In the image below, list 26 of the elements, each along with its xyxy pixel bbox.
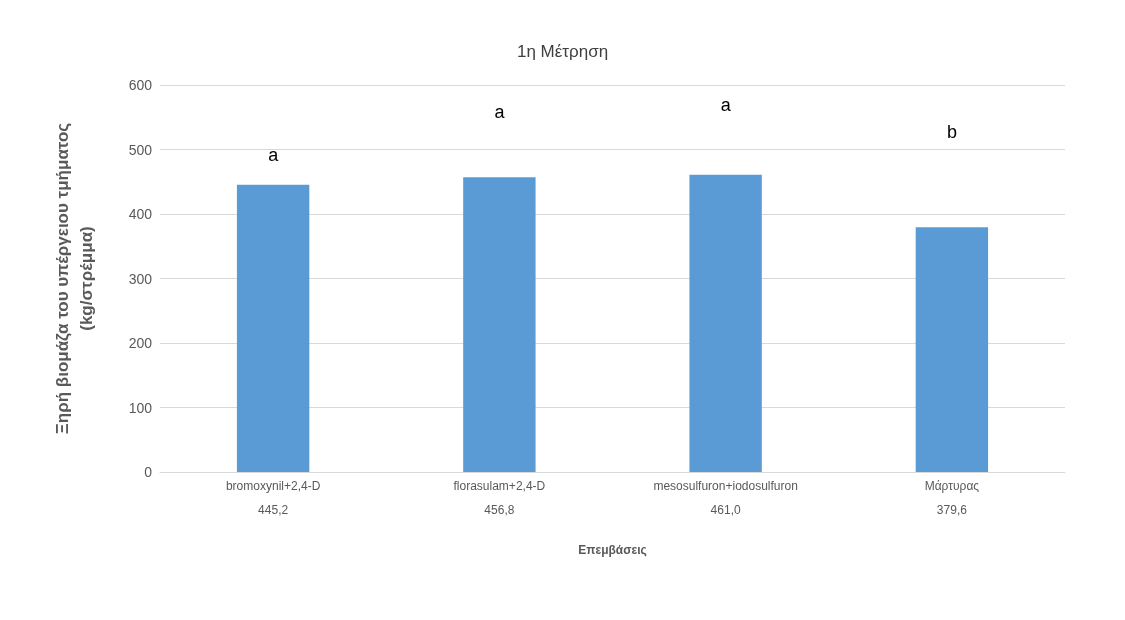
y-tick-label: 400 bbox=[128, 206, 153, 222]
data-label: 456,8 bbox=[484, 503, 515, 517]
data-label: 379,6 bbox=[936, 503, 968, 517]
y-tick-label: 600 bbox=[128, 77, 153, 93]
annotation: a bbox=[268, 144, 280, 165]
y-tick-label: 200 bbox=[128, 335, 153, 351]
y-tick-label: 100 bbox=[128, 399, 153, 416]
y-tick-label: 300 bbox=[128, 270, 153, 287]
bar bbox=[689, 174, 762, 472]
annotation: a bbox=[720, 94, 732, 115]
y-tick-label: 0 bbox=[144, 464, 153, 480]
x-tick-label: bromoxynil+2,4-D bbox=[225, 479, 321, 493]
data-label: 445,2 bbox=[258, 503, 289, 517]
y-tick-label: 500 bbox=[128, 141, 153, 158]
x-axis-title: Επεμβάσεις bbox=[578, 543, 647, 557]
annotation: b bbox=[946, 122, 957, 143]
bar bbox=[236, 184, 310, 472]
bar bbox=[915, 227, 989, 472]
bar bbox=[463, 177, 536, 472]
y-axis-title: Ξηρή βιομάζα του υπέργειου τμήματος (kg/στρέμμα) bbox=[52, 122, 96, 435]
annotation: a bbox=[494, 102, 506, 123]
x-tick-label: florasulam+2,4-D bbox=[453, 479, 546, 493]
x-tick-label: Μάρτυρας bbox=[924, 479, 980, 493]
chart-title: 1η Μέτρηση bbox=[516, 42, 609, 61]
data-label: 461,0 bbox=[710, 503, 741, 517]
x-tick-label: mesosulfuron+iodosulfuron bbox=[653, 479, 798, 493]
